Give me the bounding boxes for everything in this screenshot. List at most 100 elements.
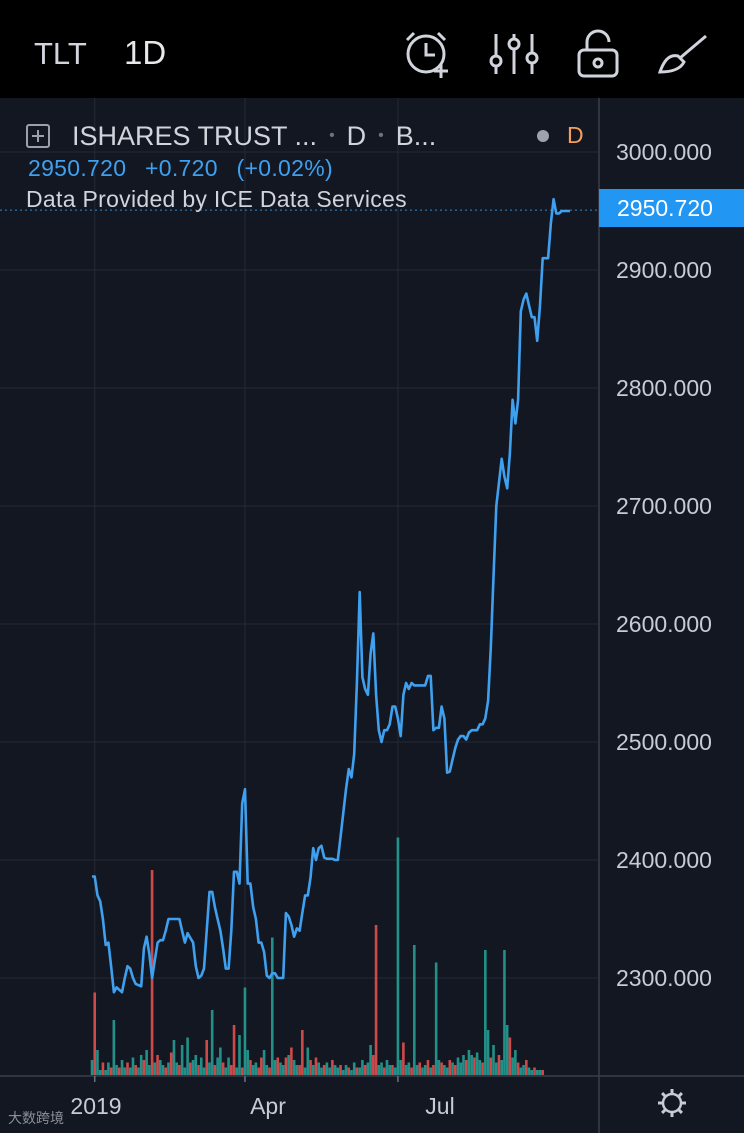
- volume-bar: [134, 1065, 138, 1075]
- volume-bar: [246, 1050, 249, 1075]
- volume-bar: [484, 950, 487, 1075]
- volume-bar: [489, 1057, 493, 1075]
- top-toolbar: TLT 1D: [0, 0, 744, 98]
- volume-bar: [238, 1035, 241, 1075]
- volume-bar: [216, 1057, 219, 1075]
- volume-bar: [535, 1070, 539, 1075]
- volume-bar: [112, 1020, 116, 1075]
- volume-bar: [281, 1065, 285, 1075]
- volume-bar: [333, 1065, 337, 1075]
- lock-icon[interactable]: [571, 28, 627, 80]
- volume-bar: [328, 1067, 331, 1075]
- volume-bar: [251, 1065, 255, 1075]
- volume-bar: [415, 1065, 419, 1075]
- volume-bar: [347, 1067, 351, 1075]
- volume-bar: [462, 1055, 465, 1075]
- volume-bar: [339, 1065, 342, 1075]
- volume-bar: [191, 1060, 195, 1075]
- volume-bar: [93, 992, 97, 1075]
- volume-bar: [516, 1062, 520, 1075]
- volume-bar: [470, 1055, 473, 1075]
- volume-bar: [475, 1052, 479, 1075]
- volume-bar: [341, 1070, 345, 1075]
- price-change: +0.720: [145, 155, 218, 181]
- volume-bar: [183, 1067, 187, 1075]
- volume-bar: [284, 1057, 288, 1075]
- volume-bar: [385, 1060, 389, 1075]
- volume-bar: [459, 1062, 463, 1075]
- volume-bar: [224, 1067, 228, 1075]
- volume-bar: [230, 1065, 233, 1075]
- legend-header: ISHARES TRUST ... • D • B...: [26, 120, 436, 152]
- volume-bar: [273, 1060, 277, 1075]
- volume-bar: [464, 1060, 468, 1075]
- volume-bar: [172, 1040, 176, 1075]
- price-chart[interactable]: 2300.000 2400.000 2500.000 2600.000 2700.000…: [0, 98, 744, 1133]
- volume-bar: [115, 1065, 118, 1075]
- y-axis-tick-label: 2800.000: [616, 375, 712, 401]
- separator-dot: •: [329, 127, 335, 144]
- drawing-brush-icon[interactable]: [656, 28, 712, 80]
- volume-bar: [232, 1025, 236, 1075]
- watermark-logo: 大数跨境: [8, 1110, 64, 1126]
- volume-bar: [440, 1062, 443, 1075]
- volume-bar: [131, 1057, 135, 1075]
- volume-bar: [268, 1067, 271, 1075]
- volume-bar: [519, 1067, 523, 1075]
- volume-bar: [254, 1062, 258, 1075]
- volume-bar: [404, 1065, 408, 1075]
- volume-bar: [514, 1050, 517, 1075]
- volume-bar: [497, 1055, 501, 1075]
- volume-bar: [317, 1062, 321, 1075]
- volume-bar: [98, 1070, 102, 1075]
- volume-bar: [306, 1047, 310, 1075]
- chart-settings-gear-icon[interactable]: [658, 1089, 686, 1117]
- legend-exchange: B...: [395, 120, 437, 151]
- volume-bar: [527, 1067, 531, 1075]
- volume-bar: [350, 1070, 353, 1075]
- volume-bar: [538, 1070, 542, 1075]
- volume-bar: [287, 1055, 290, 1075]
- legend-values: 2950.720 +0.720 (+0.02%): [28, 155, 345, 182]
- volume-bar: [492, 1045, 495, 1075]
- separator-dot: •: [378, 127, 384, 144]
- volume-bar: [145, 1050, 148, 1075]
- volume-bar: [377, 1065, 381, 1075]
- volume-bar: [202, 1067, 206, 1075]
- volume-bar: [432, 1065, 435, 1075]
- volume-bar: [139, 1055, 143, 1075]
- alarm-add-icon[interactable]: [399, 28, 455, 80]
- volume-bar: [199, 1057, 203, 1075]
- interval-selector[interactable]: 1D: [124, 34, 167, 71]
- volume-bar: [161, 1065, 165, 1075]
- price-change-percent: (+0.02%): [236, 155, 333, 181]
- legend-interval: D: [346, 120, 367, 151]
- volume-bar: [352, 1062, 356, 1075]
- volume-bar: [120, 1060, 124, 1075]
- volume-bar: [399, 1060, 402, 1075]
- volume-bar: [265, 1065, 269, 1075]
- volume-bar: [279, 1062, 282, 1075]
- data-status-letter: D: [567, 122, 584, 148]
- volume-bar: [219, 1047, 222, 1075]
- volume-bar: [205, 1040, 209, 1075]
- volume-bar: [153, 1062, 157, 1075]
- volume-bar: [374, 925, 378, 1075]
- volume-bar: [156, 1055, 159, 1075]
- indicators-icon[interactable]: [486, 28, 542, 80]
- last-price: 2950.720: [28, 155, 127, 181]
- symbol-ticker[interactable]: TLT: [34, 36, 87, 71]
- expand-plus-icon[interactable]: [26, 124, 50, 148]
- volume-bar: [148, 1065, 151, 1075]
- volume-bar: [197, 1065, 200, 1075]
- volume-bar: [530, 1070, 534, 1075]
- volume-bar: [90, 1060, 94, 1075]
- volume-bar: [448, 1060, 452, 1075]
- volume-bar: [443, 1065, 446, 1075]
- volume-bar: [336, 1067, 340, 1075]
- volume-bar: [104, 1070, 107, 1075]
- volume-bar: [505, 1025, 509, 1075]
- volume-bar: [213, 1065, 217, 1075]
- volume-bar: [522, 1065, 525, 1075]
- volume-bar: [524, 1060, 528, 1075]
